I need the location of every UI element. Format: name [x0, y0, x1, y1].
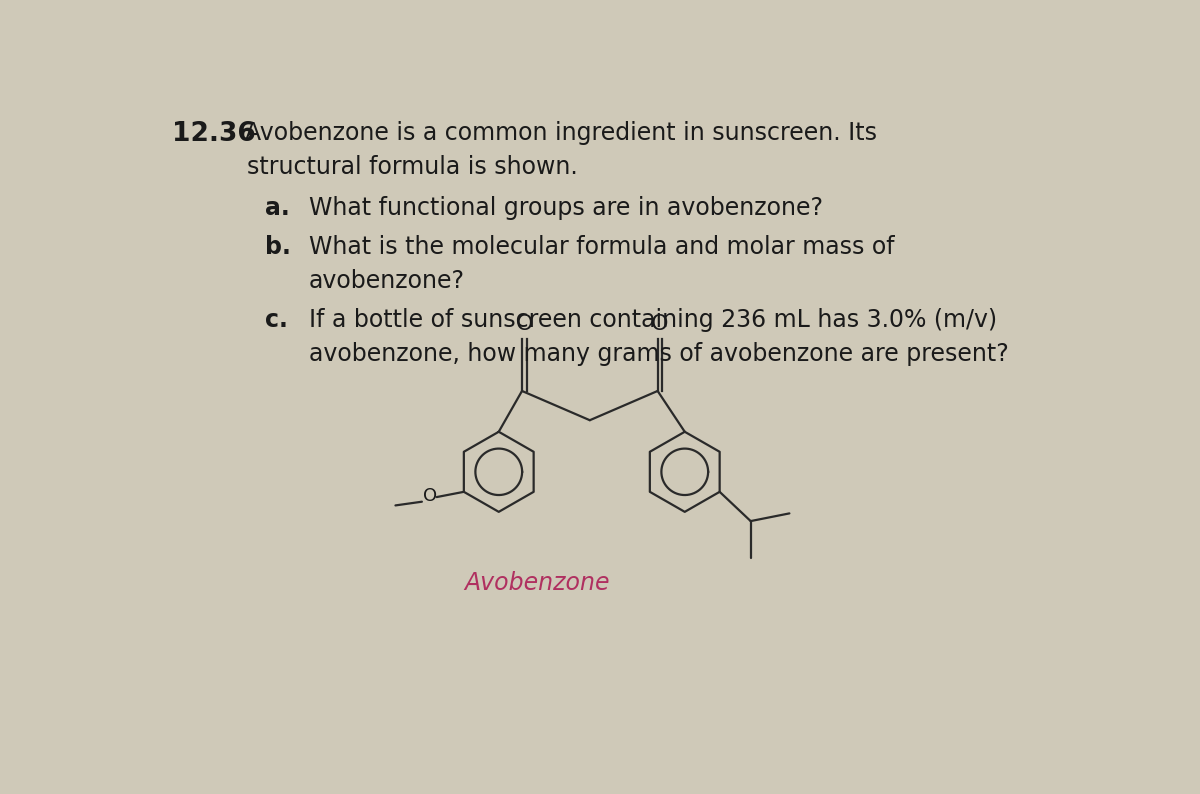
Text: b.: b. — [265, 235, 290, 260]
Text: a.: a. — [265, 196, 289, 220]
Text: c.: c. — [265, 308, 288, 332]
Text: avobenzone?: avobenzone? — [308, 269, 464, 293]
Text: O: O — [422, 488, 437, 505]
Text: structural formula is shown.: structural formula is shown. — [247, 156, 577, 179]
Text: What is the molecular formula and molar mass of: What is the molecular formula and molar … — [308, 235, 894, 260]
Text: O: O — [516, 314, 533, 334]
Text: What functional groups are in avobenzone?: What functional groups are in avobenzone… — [308, 196, 823, 220]
Text: avobenzone, how many grams of avobenzone are present?: avobenzone, how many grams of avobenzone… — [308, 341, 1009, 366]
Text: Avobenzone: Avobenzone — [464, 572, 611, 596]
Text: 12.36: 12.36 — [172, 121, 256, 148]
Text: Avobenzone is a common ingredient in sunscreen. Its: Avobenzone is a common ingredient in sun… — [245, 121, 877, 145]
Text: O: O — [652, 314, 668, 334]
Text: If a bottle of sunscreen containing 236 mL has 3.0% (m/v): If a bottle of sunscreen containing 236 … — [308, 308, 997, 332]
